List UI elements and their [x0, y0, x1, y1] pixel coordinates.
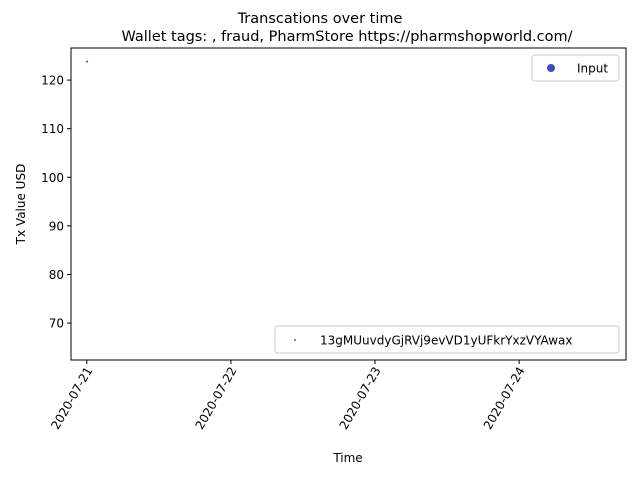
y-tick-label: 100 — [41, 171, 64, 185]
plot-area-frame — [70, 47, 627, 361]
chart-title: Wallet tags: , fraud, PharmStore https:/… — [121, 29, 572, 45]
data-point — [86, 60, 88, 63]
legend-label-input: Input — [577, 62, 608, 76]
x-tick-label: 2020-07-22 — [193, 365, 240, 432]
y-tick-label: 80 — [49, 268, 64, 282]
legend-label-address: 13gMUuvdyGjRVj9evVD1yUFkrYxzVYAwax — [320, 334, 573, 348]
y-tick-label: 90 — [49, 219, 64, 233]
y-axis-label: Tx Value USD — [14, 164, 28, 246]
x-tick-label: 2020-07-21 — [48, 365, 95, 432]
legend-box-input — [531, 54, 620, 82]
x-axis: 2020-07-21 2020-07-22 2020-07-23 2020-07-24 — [48, 360, 528, 432]
y-tick-label: 70 — [49, 317, 64, 331]
chart-suptitle: Transcations over time — [237, 11, 403, 27]
legend-marker-input — [547, 64, 555, 72]
y-tick-label: 110 — [41, 122, 64, 136]
x-axis-label: Time — [332, 451, 362, 465]
x-tick-label: 2020-07-23 — [337, 365, 384, 432]
data-points — [86, 60, 89, 63]
x-tick-label: 2020-07-24 — [481, 365, 528, 432]
y-tick-label: 120 — [41, 74, 64, 88]
legend-marker-address — [294, 339, 296, 341]
y-axis: 70 80 90 100 110 120 — [41, 74, 71, 331]
legend-box-address — [274, 325, 620, 354]
legends: Input 13gMUuvdyGjRVj9evVD1yUFkrYxzVYAwax — [274, 54, 620, 354]
